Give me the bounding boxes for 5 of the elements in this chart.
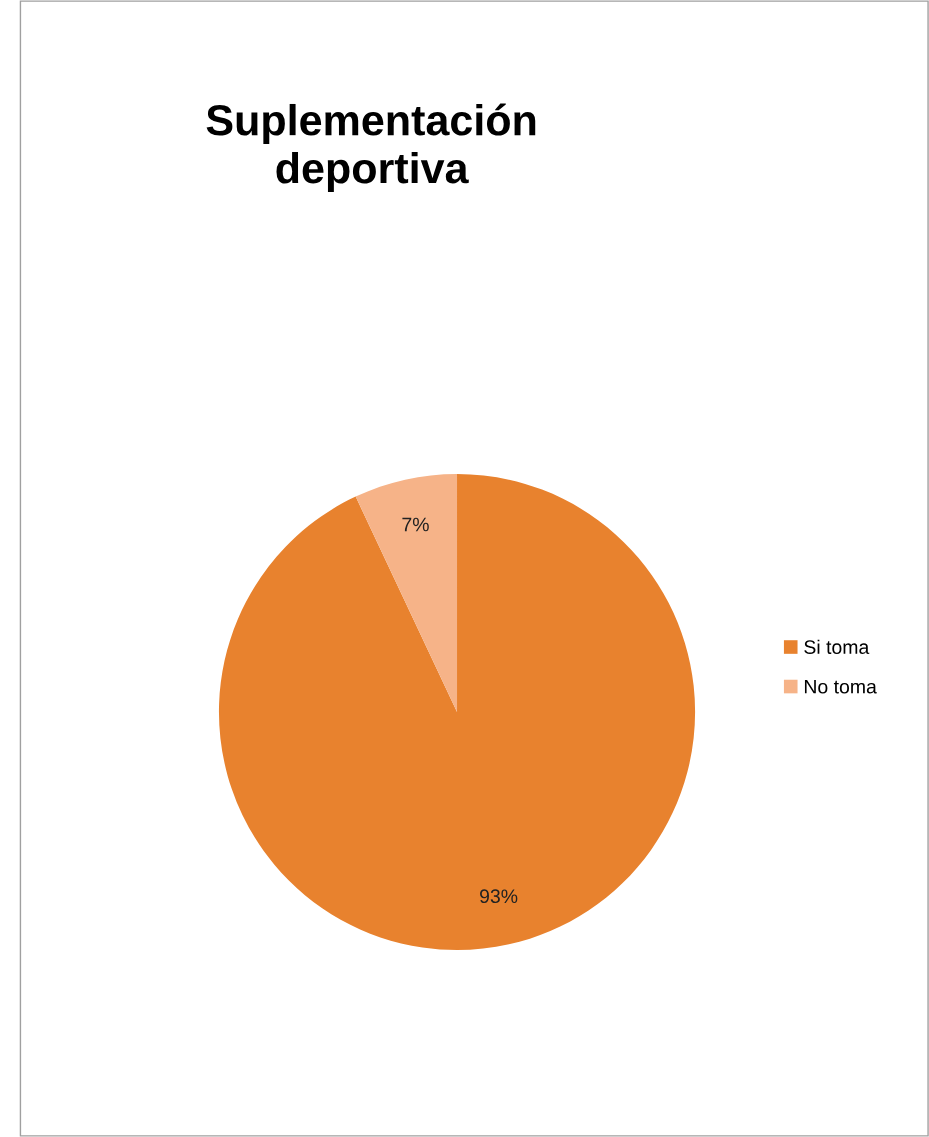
- legend-label: Si toma: [804, 639, 870, 655]
- legend-label: No toma: [804, 679, 877, 694]
- data-label: 93%: [480, 889, 518, 904]
- data-label: 7%: [402, 517, 429, 532]
- chart-title: Suplementación deportiva: [206, 103, 536, 193]
